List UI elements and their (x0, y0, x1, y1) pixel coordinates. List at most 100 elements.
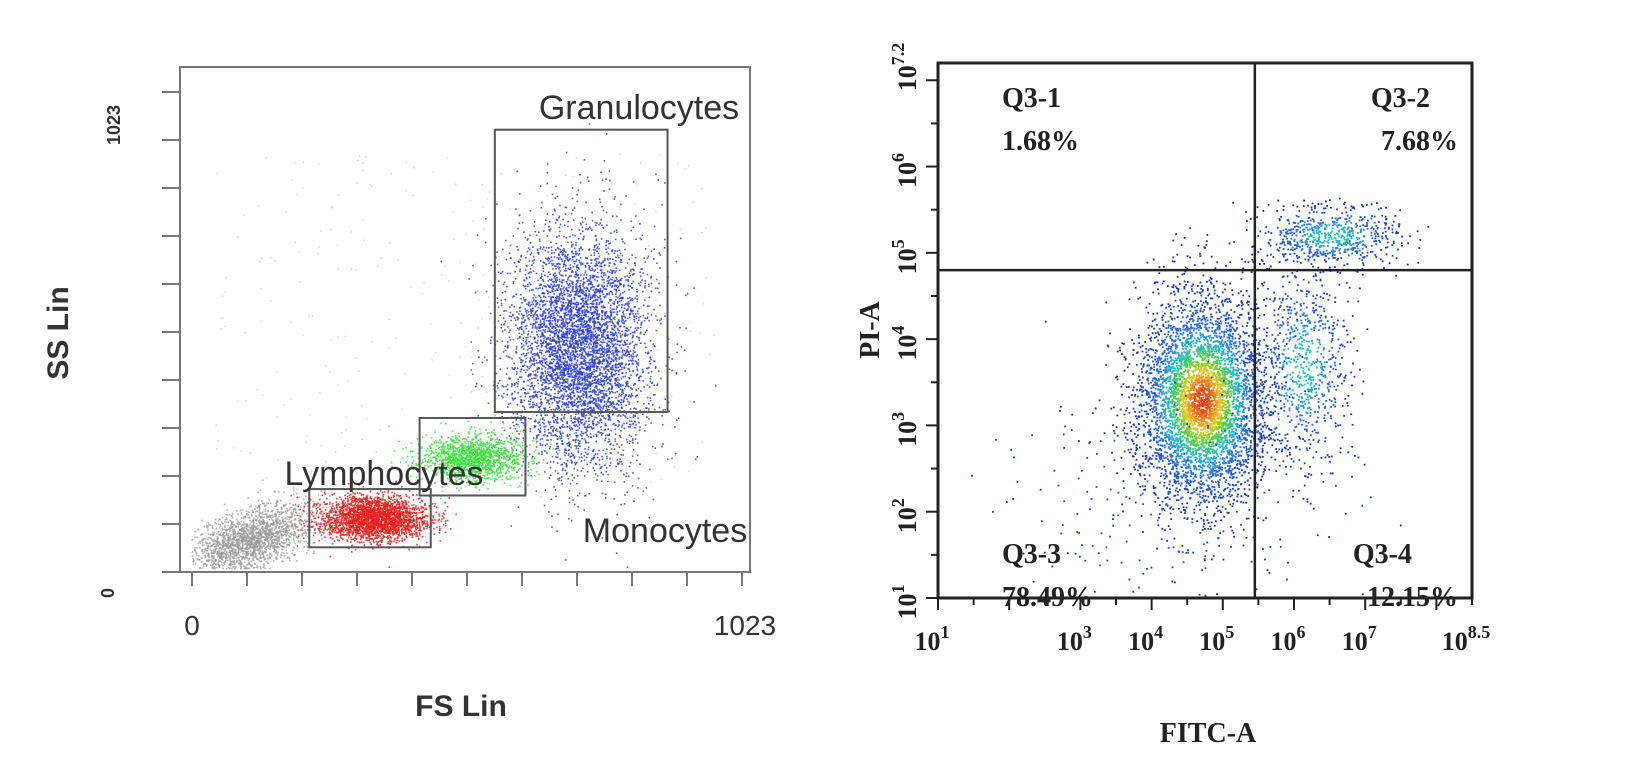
event-point (589, 275, 591, 277)
event-point (564, 344, 566, 346)
event-point (549, 354, 551, 356)
event-point (638, 319, 640, 321)
event-point (610, 232, 612, 234)
event-point (599, 468, 601, 470)
event-point (571, 271, 573, 273)
event-point (581, 355, 583, 357)
event-point (547, 331, 549, 333)
event-point (596, 240, 598, 242)
event-point (617, 250, 619, 252)
event-point (609, 376, 611, 378)
event-point (599, 459, 601, 461)
event-point (496, 251, 498, 253)
event-point (596, 333, 598, 335)
event-point (606, 380, 608, 382)
event-point (632, 313, 634, 315)
event-point (572, 409, 574, 411)
event-point (632, 363, 634, 365)
event-point (630, 269, 632, 271)
event-point (586, 369, 588, 371)
event-point (615, 367, 617, 369)
event-point (564, 455, 566, 457)
event-point (579, 283, 581, 285)
event-point (660, 323, 662, 325)
event-point (580, 317, 582, 319)
event-point (506, 394, 508, 396)
event-point (597, 362, 599, 364)
event-point (507, 273, 509, 275)
event-point (649, 360, 651, 362)
event-point (534, 385, 536, 387)
event-point (497, 385, 499, 387)
event-point (620, 204, 622, 206)
event-point (560, 433, 562, 435)
event-point (569, 364, 571, 366)
event-point (576, 329, 578, 331)
event-point (604, 314, 606, 316)
event-point (516, 348, 518, 350)
event-point (610, 342, 612, 344)
event-point (531, 289, 533, 291)
event-point (513, 306, 515, 308)
event-point (572, 187, 574, 189)
event-point (597, 397, 599, 399)
event-point (597, 246, 599, 248)
event-point (610, 361, 612, 363)
event-point (531, 252, 533, 254)
event-point (520, 298, 522, 300)
event-point (591, 362, 593, 364)
event-point (618, 383, 620, 385)
event-point (542, 265, 544, 267)
event-point (567, 329, 569, 331)
event-point (575, 288, 577, 290)
event-point (524, 286, 526, 288)
event-point (520, 399, 522, 401)
event-point (540, 297, 542, 299)
event-point (569, 427, 571, 429)
event-point (502, 341, 504, 343)
event-point (564, 313, 566, 315)
event-point (577, 326, 579, 328)
event-point (581, 409, 583, 411)
event-point (635, 238, 637, 240)
event-point (620, 430, 622, 432)
event-point (582, 389, 584, 391)
event-point (549, 383, 551, 385)
event-point (601, 400, 603, 402)
event-point (592, 306, 594, 308)
event-point (593, 311, 595, 313)
event-point (669, 357, 671, 359)
event-point (574, 314, 576, 316)
event-point (502, 271, 504, 273)
event-point (589, 386, 591, 388)
event-point (536, 396, 538, 398)
event-point (633, 449, 635, 451)
event-point (529, 272, 531, 274)
event-point (649, 386, 651, 388)
event-point (575, 377, 577, 379)
event-point (613, 353, 615, 355)
event-point (570, 447, 572, 449)
event-point (661, 204, 663, 206)
event-point (564, 426, 566, 428)
event-point (615, 331, 617, 333)
event-point (524, 365, 526, 367)
event-point (490, 342, 492, 344)
event-point (597, 268, 599, 270)
event-point (632, 440, 634, 442)
event-point (532, 297, 534, 299)
event-point (576, 364, 578, 366)
event-point (640, 275, 642, 277)
event-point (561, 361, 563, 363)
event-point (640, 327, 642, 329)
event-point (664, 239, 666, 241)
event-point (634, 351, 636, 353)
event-point (559, 431, 561, 433)
event-point (524, 400, 526, 402)
event-point (621, 426, 623, 428)
event-point (570, 291, 572, 293)
event-point (620, 504, 622, 506)
event-point (619, 461, 621, 463)
event-point (603, 367, 605, 369)
event-point (553, 358, 555, 360)
